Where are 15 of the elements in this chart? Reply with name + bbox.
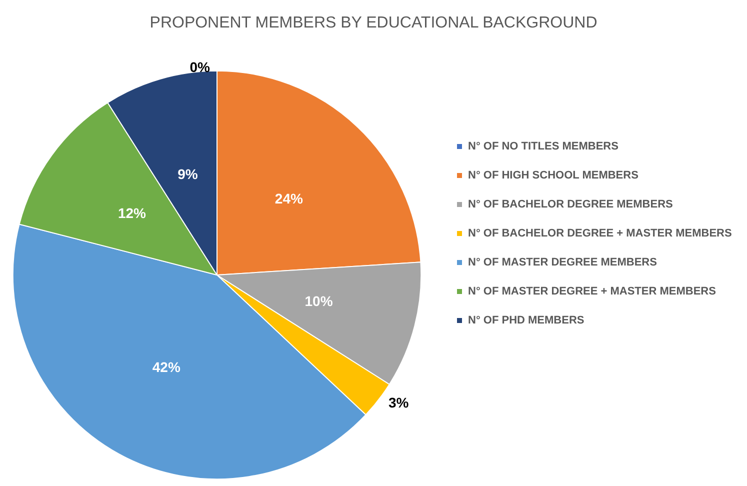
chart-title: PROPONENT MEMBERS BY EDUCATIONAL BACKGROUND: [150, 14, 598, 32]
data-label: 9%: [178, 166, 198, 182]
data-label: 12%: [118, 205, 147, 222]
legend-label: N° OF BACHELOR DEGREE + MASTER MEMBERS: [468, 228, 732, 240]
legend-label: N° OF PHD MEMBERS: [468, 314, 584, 326]
data-label: 42%: [152, 359, 181, 376]
data-label: 10%: [304, 293, 334, 310]
text: 0%: [190, 58, 210, 75]
legend-label: N° OF BACHELOR DEGREE MEMBERS: [468, 198, 673, 210]
legend-label: N° OF MASTER DEGREE MEMBERS: [468, 256, 657, 268]
data-label: 24%: [274, 190, 304, 206]
legend-label: N° OF MASTER DEGREE + MASTER MEMBERS: [468, 286, 716, 298]
legend-label: N° OF HIGH SCHOOL MEMBERS: [468, 170, 638, 182]
data-label: 3%: [388, 394, 410, 411]
legend-label: N° OF NO TITLES MEMBERS: [468, 140, 618, 152]
